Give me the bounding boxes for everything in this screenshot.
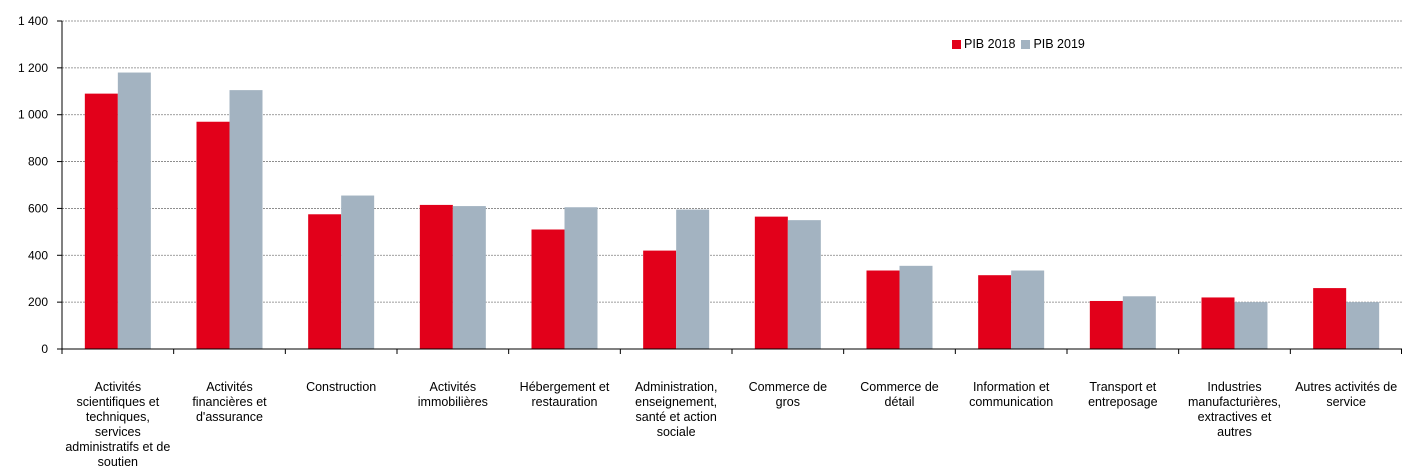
x-tick-label: Activités scientifiques et techniques, s… xyxy=(65,380,171,469)
x-tick-label: Activités immobilières xyxy=(417,380,488,409)
legend: PIB 2018 PIB 2019 xyxy=(952,37,1091,51)
axes: 0 200 400 600 800 1 000 1 200 1 400 xyxy=(18,14,1402,356)
x-tick-label: Commerce de détail xyxy=(860,380,939,409)
legend-label-pib-2019: PIB 2019 xyxy=(1033,37,1085,51)
x-tick-label: Transport et entreposage xyxy=(1088,380,1158,409)
bar-pib-2019 xyxy=(787,220,821,349)
y-tick-label: 1 000 xyxy=(18,108,48,122)
x-tick-label: Hébergement et restauration xyxy=(519,380,610,409)
y-tick-label: 400 xyxy=(28,248,48,262)
x-tick-label: Industries manufacturières, extractives … xyxy=(1187,380,1282,439)
x-tick-label: Commerce de gros xyxy=(748,380,828,409)
bar-pib-2019 xyxy=(676,209,710,349)
legend-label-pib-2018: PIB 2018 xyxy=(964,37,1016,51)
x-tick-label: Autres activités de service xyxy=(1295,380,1398,409)
bar-pib-2019 xyxy=(1011,270,1045,349)
y-tick-label: 600 xyxy=(28,201,48,215)
bar-pib-2018 xyxy=(196,121,230,349)
bar-pib-2019 xyxy=(1346,302,1380,349)
gridlines xyxy=(62,20,1402,303)
y-tick-label: 1 400 xyxy=(18,14,48,28)
legend-item-pib-2018: PIB 2018 xyxy=(952,37,1015,51)
y-tick-label: 0 xyxy=(41,342,48,356)
bar-pib-2018 xyxy=(754,216,788,349)
bar-pib-2018 xyxy=(1201,297,1235,349)
bar-pib-2018 xyxy=(1313,288,1347,349)
y-tick-label: 800 xyxy=(28,155,48,169)
bar-pib-2018 xyxy=(978,275,1012,349)
bar-pib-2019 xyxy=(229,90,263,349)
x-tick-label: Construction xyxy=(306,380,377,394)
y-tick-label: 1 200 xyxy=(18,61,48,75)
bar-pib-2018 xyxy=(531,229,565,349)
bar-pib-2018 xyxy=(84,93,118,349)
x-tick-label: Activités financières et d'assurance xyxy=(192,380,267,424)
bar-pib-2018 xyxy=(643,250,677,349)
bar-pib-2019 xyxy=(1122,296,1156,349)
bar-pib-2019 xyxy=(452,206,486,349)
bar-pib-2018 xyxy=(419,204,453,349)
bar-pib-2019 xyxy=(1234,302,1268,349)
bar-pib-2018 xyxy=(866,270,900,349)
bar-pib-2018 xyxy=(308,214,342,349)
legend-swatch-pib-2019 xyxy=(1021,39,1031,49)
legend-swatch-pib-2018 xyxy=(952,39,961,49)
legend-item-pib-2019: PIB 2019 xyxy=(1021,37,1085,51)
x-tick-label: Administration, enseignement, santé et a… xyxy=(634,380,718,439)
bars xyxy=(84,72,1380,350)
x-tick-label: Information et communication xyxy=(969,380,1054,409)
bar-pib-2019 xyxy=(899,265,933,349)
bar-pib-2019 xyxy=(564,207,598,349)
bar-pib-2019 xyxy=(341,195,375,349)
y-tick-label: 200 xyxy=(28,295,48,309)
bar-pib-2018 xyxy=(1089,300,1123,349)
bar-pib-2019 xyxy=(117,72,151,350)
